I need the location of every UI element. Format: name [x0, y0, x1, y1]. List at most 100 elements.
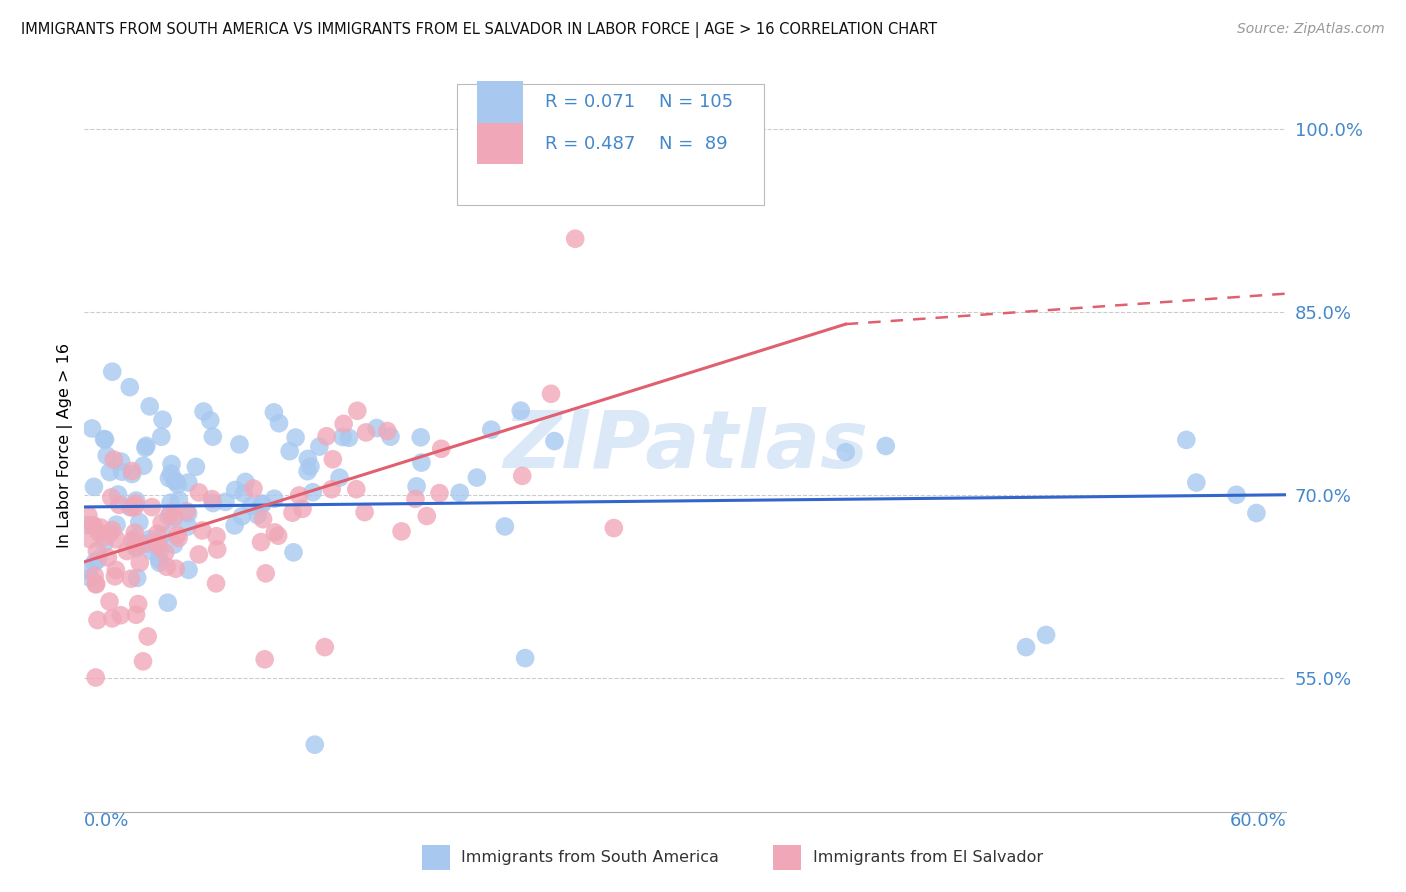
Point	[231, 509, 253, 524]
Point	[224, 518, 246, 533]
Point	[157, 509, 180, 524]
Point	[321, 482, 343, 496]
Point	[543, 434, 565, 448]
Point	[301, 485, 323, 500]
Text: R = 0.487: R = 0.487	[544, 135, 636, 153]
Point	[96, 449, 118, 463]
Text: Immigrants from South America: Immigrants from South America	[461, 850, 718, 864]
Point	[101, 611, 124, 625]
Point	[152, 413, 174, 427]
Point	[250, 497, 273, 511]
Text: 0.0%: 0.0%	[84, 812, 129, 830]
Point	[153, 546, 176, 560]
Point	[332, 430, 354, 444]
Point	[252, 512, 274, 526]
Point	[515, 651, 537, 665]
Point	[284, 431, 307, 445]
Point	[509, 403, 531, 417]
Point	[411, 456, 433, 470]
Point	[163, 509, 186, 524]
Point	[124, 525, 146, 540]
Point	[136, 536, 159, 550]
Point	[156, 596, 179, 610]
Text: Immigrants from El Salvador: Immigrants from El Salvador	[813, 850, 1043, 864]
Point	[297, 464, 319, 478]
Point	[93, 530, 115, 544]
Point	[138, 400, 160, 414]
Point	[278, 444, 301, 458]
Point	[449, 486, 471, 500]
Point	[288, 488, 311, 502]
Point	[77, 508, 100, 523]
Point	[132, 458, 155, 473]
Text: 60.0%: 60.0%	[1230, 812, 1286, 830]
Point	[101, 523, 124, 537]
Point	[375, 424, 398, 438]
Point	[121, 533, 143, 548]
Point	[1175, 433, 1198, 447]
Point	[228, 437, 250, 451]
FancyBboxPatch shape	[478, 123, 523, 164]
Point	[177, 475, 200, 490]
Point	[291, 501, 314, 516]
Point	[79, 532, 101, 546]
Point	[110, 454, 132, 468]
Point	[103, 452, 125, 467]
Point	[77, 563, 100, 577]
Point	[167, 493, 190, 508]
Point	[82, 518, 104, 533]
Point	[184, 459, 207, 474]
Point	[84, 577, 107, 591]
Point	[121, 500, 143, 515]
Point	[86, 613, 108, 627]
Text: R = 0.071: R = 0.071	[544, 93, 636, 111]
Point	[177, 507, 200, 521]
Point	[87, 552, 110, 566]
Point	[1185, 475, 1208, 490]
Point	[120, 572, 142, 586]
Text: IMMIGRANTS FROM SOUTH AMERICA VS IMMIGRANTS FROM EL SALVADOR IN LABOR FORCE | AG: IMMIGRANTS FROM SOUTH AMERICA VS IMMIGRA…	[21, 22, 938, 38]
Point	[162, 513, 184, 527]
Point	[299, 459, 322, 474]
Point	[87, 525, 110, 540]
Point	[405, 479, 427, 493]
Point	[84, 671, 107, 685]
Point	[124, 500, 146, 515]
Point	[118, 500, 141, 514]
Point	[156, 559, 179, 574]
Point	[83, 556, 105, 570]
Point	[1035, 628, 1057, 642]
Point	[494, 519, 516, 533]
Text: N = 105: N = 105	[659, 93, 733, 111]
Point	[380, 430, 402, 444]
Point	[346, 404, 368, 418]
Point	[128, 556, 150, 570]
Point	[124, 531, 146, 545]
Point	[366, 421, 388, 435]
Point	[267, 529, 290, 543]
Point	[200, 413, 222, 427]
Point	[315, 429, 337, 443]
Point	[263, 491, 285, 506]
Point	[409, 430, 432, 444]
Point	[84, 576, 107, 591]
Point	[240, 499, 263, 513]
Point	[187, 485, 209, 500]
Point	[201, 492, 224, 507]
Point	[83, 568, 105, 582]
Point	[177, 563, 200, 577]
Point	[875, 439, 897, 453]
Point	[224, 483, 246, 497]
Point	[166, 477, 188, 491]
Point	[163, 538, 186, 552]
Point	[308, 440, 330, 454]
Point	[157, 471, 180, 485]
Point	[267, 416, 290, 430]
Point	[94, 433, 117, 447]
Point	[540, 386, 562, 401]
FancyBboxPatch shape	[457, 84, 763, 204]
Point	[86, 544, 108, 558]
Point	[125, 541, 148, 555]
Point	[479, 423, 502, 437]
Point	[125, 607, 148, 622]
